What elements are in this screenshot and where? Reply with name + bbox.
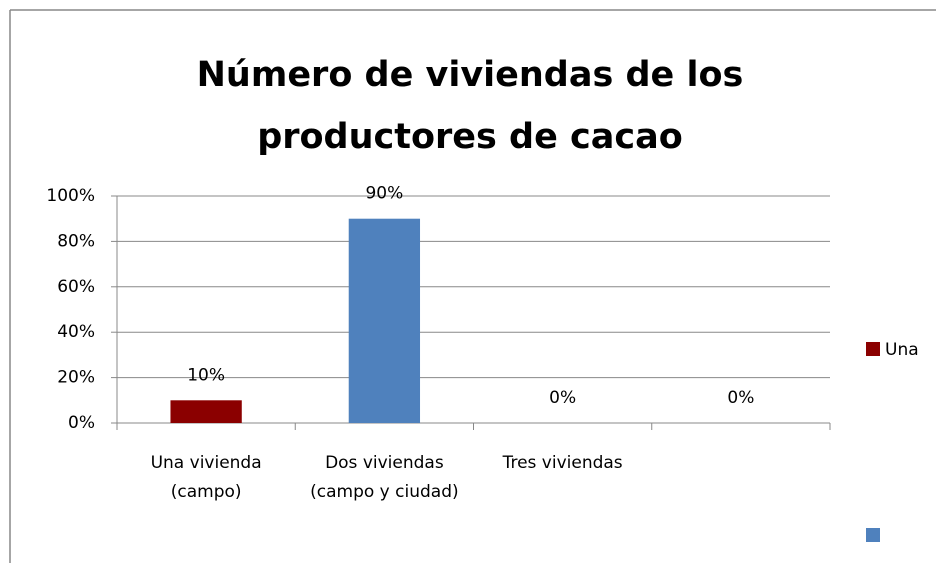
bar (170, 400, 242, 423)
data-label: 0% (549, 388, 576, 408)
legend-swatch (866, 528, 880, 542)
x-tick-label: Dos viviendas (campo y ciudad) (310, 453, 459, 502)
y-tick-label: 40% (57, 322, 95, 342)
y-tick-label: 100% (46, 186, 95, 206)
legend-label: Una (885, 340, 919, 360)
y-tick-label: 60% (57, 277, 95, 297)
y-tick-label: 20% (57, 368, 95, 388)
x-tick-label: Una vivienda (campo) (150, 453, 262, 502)
chart-title: Número de viviendas de los productores d… (196, 55, 744, 157)
x-tick-label: Tres viviendas (502, 453, 623, 473)
data-label: 10% (187, 365, 225, 385)
data-label: 90% (365, 184, 403, 204)
data-label: 0% (727, 388, 754, 408)
legend-swatch (866, 342, 880, 356)
bar (348, 218, 421, 423)
y-tick-label: 0% (68, 413, 95, 433)
y-tick-label: 80% (57, 231, 95, 251)
